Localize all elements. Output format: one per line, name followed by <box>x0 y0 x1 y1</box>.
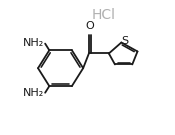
Text: NH₂: NH₂ <box>23 38 44 48</box>
Text: HCl: HCl <box>92 8 116 22</box>
Text: S: S <box>121 36 128 45</box>
Text: NH₂: NH₂ <box>23 88 44 98</box>
Text: O: O <box>85 21 94 31</box>
